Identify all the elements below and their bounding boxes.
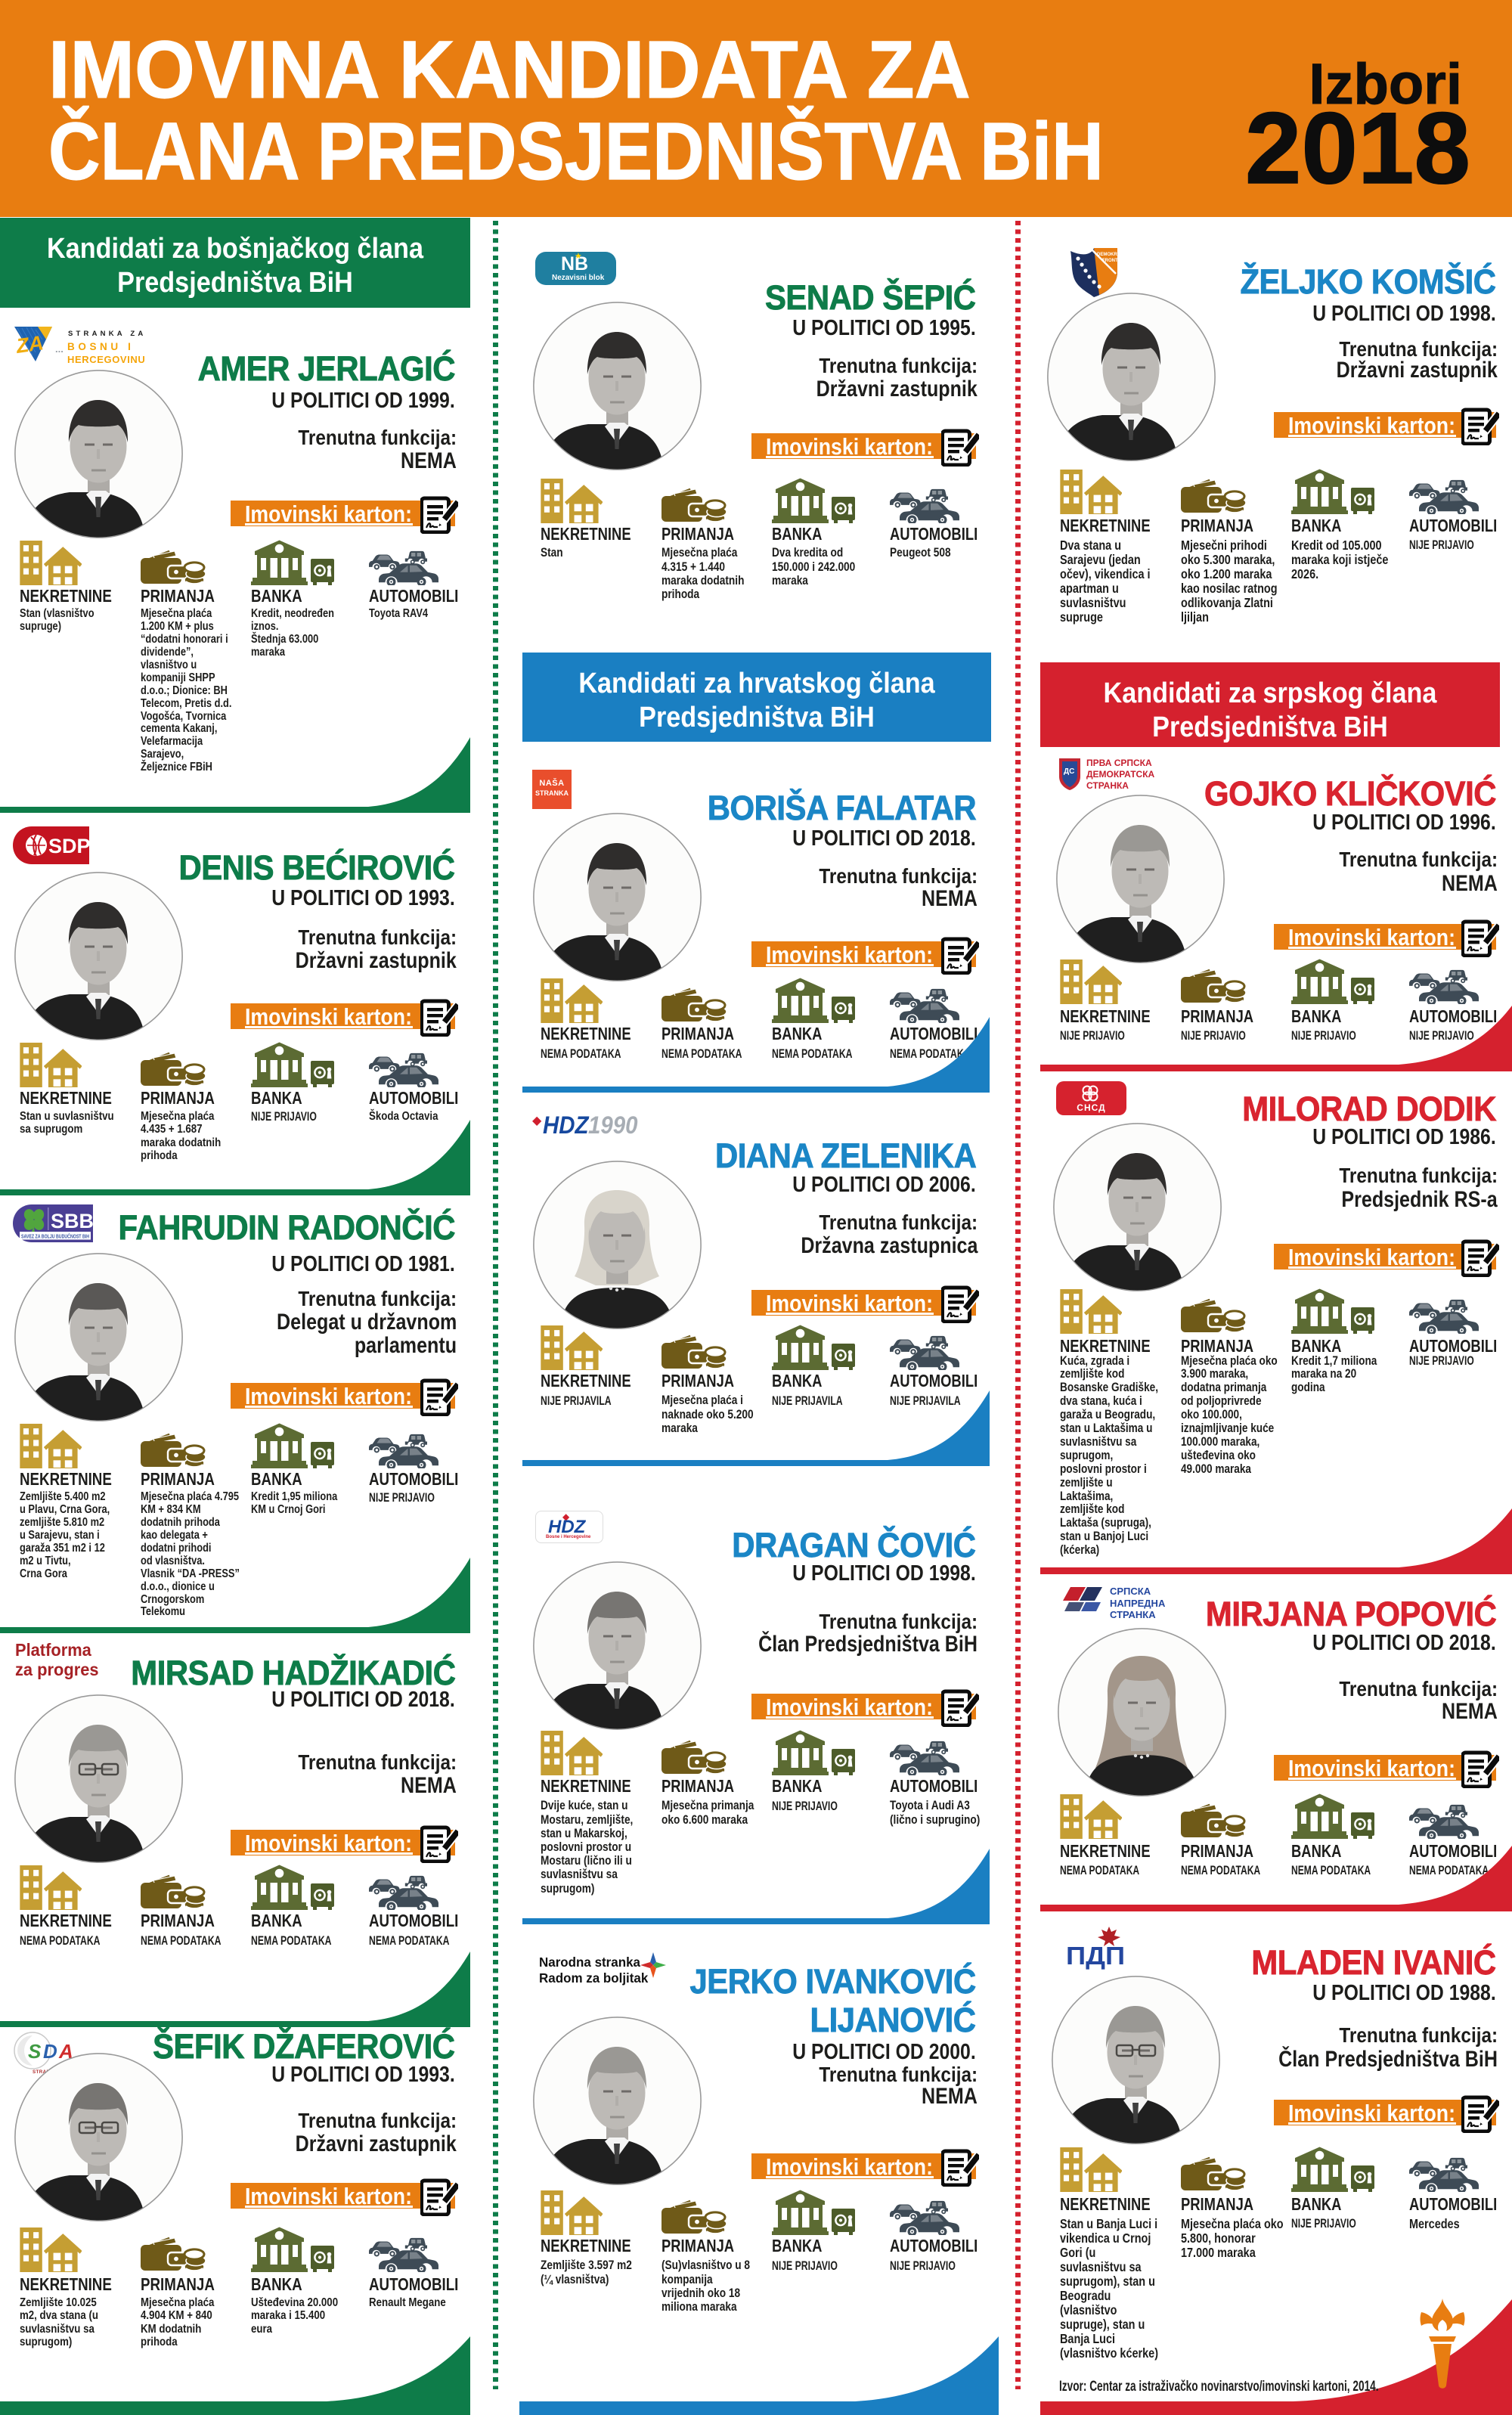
svg-text:DEMOKRATSKA: DEMOKRATSKA [1097, 253, 1119, 257]
svg-text:HERCEGOVINU: HERCEGOVINU [67, 354, 145, 365]
svg-text:BOSNU I: BOSNU I [67, 341, 134, 352]
svg-text:ПРВА СРПСКА: ПРВА СРПСКА [1086, 758, 1152, 768]
svg-text:A: A [58, 2040, 73, 2063]
svg-text:ДС: ДС [1064, 767, 1074, 776]
svg-text:S: S [28, 2040, 42, 2063]
svg-text:D: D [43, 2040, 57, 2063]
svg-text:SBB: SBB [51, 1210, 94, 1232]
svg-text:FRONTA: FRONTA [1102, 259, 1119, 263]
svg-text:STRANKA ZA: STRANKA ZA [68, 330, 146, 338]
svg-text:SAVEZ ZA BOLJU BUDUĆNOST BIH: SAVEZ ZA BOLJU BUDUĆNOST BIH [21, 1232, 89, 1239]
svg-text:ZA: ZA [14, 331, 45, 358]
svg-text:...: ... [55, 343, 64, 355]
svg-text:SDP: SDP [48, 835, 89, 857]
svg-text:СТРАНКА: СТРАНКА [1086, 780, 1129, 791]
svg-text:ДЕМОКРАТСКА: ДЕМОКРАТСКА [1086, 769, 1155, 780]
